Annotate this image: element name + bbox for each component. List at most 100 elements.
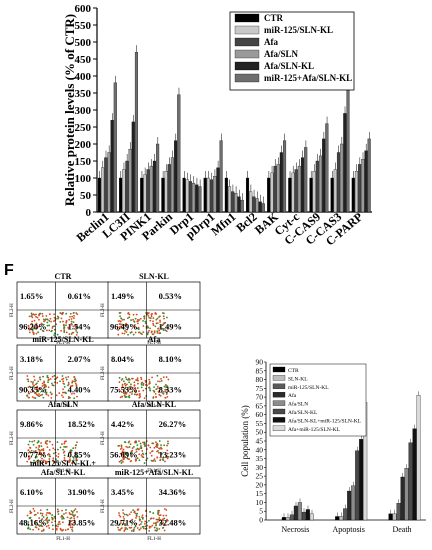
flow-x-label: FL1-H: [147, 469, 161, 474]
flow-dot: [47, 394, 50, 397]
flow-dot: [134, 331, 137, 334]
legend-label-2: miR-125/SLN-KL: [288, 385, 329, 391]
flow-dot: [144, 379, 147, 382]
flow-dot: [137, 508, 140, 511]
flow-dot: [36, 385, 39, 388]
flow-dot: [61, 515, 63, 518]
flow-dot: [27, 455, 30, 457]
flow-dot: [72, 317, 75, 319]
flow-dot: [165, 385, 168, 387]
flow-dot: [38, 393, 40, 395]
flow-dot: [75, 333, 78, 336]
flow-panel: 9.86% 18.52% 70.77% 0.85% FL2-H FL1-H: [10, 409, 110, 474]
legend-swatch: [234, 73, 260, 83]
flow-dot: [130, 452, 132, 455]
flow-dot: [38, 451, 41, 454]
y-tick-label: 250: [75, 122, 92, 134]
flow-dot: [162, 457, 165, 459]
flow-dot: [117, 528, 120, 531]
flow-dot: [33, 327, 36, 330]
flow-dot: [33, 514, 36, 516]
flow-dot: [27, 380, 30, 383]
flow-dot: [125, 331, 128, 333]
flow-dot: [72, 461, 74, 464]
flow-dot: [32, 385, 35, 388]
quadrant-value-ur: 26.27%: [159, 419, 187, 429]
flow-dot: [158, 393, 161, 396]
flow-dot: [48, 329, 51, 332]
flow-dot: [51, 384, 54, 386]
flow-dot: [166, 316, 168, 319]
flow-dot: [124, 329, 126, 332]
flow-dot: [143, 315, 145, 318]
flow-dot: [63, 441, 66, 443]
quadrant-value-ll: 90.35%: [19, 385, 47, 395]
flow-dot: [140, 447, 143, 450]
flow-dot: [130, 522, 133, 524]
flow-dot: [122, 458, 125, 461]
quadrant-value-ul: 3.18%: [20, 354, 43, 364]
flow-dot: [56, 376, 59, 379]
flow-dot: [61, 375, 64, 377]
flow-dot: [33, 375, 35, 378]
quadrant-value-ur: 8.10%: [159, 354, 182, 364]
flow-dot: [142, 319, 144, 322]
flow-dot: [162, 376, 165, 379]
flow-dot: [47, 386, 50, 389]
flow-dot: [53, 374, 56, 377]
flow-dot: [38, 314, 40, 317]
flow-dot: [40, 524, 43, 527]
quadrant-value-lr: 13.85%: [68, 518, 96, 528]
flow-dot: [72, 321, 75, 324]
flow-dot: [70, 449, 73, 452]
flow-dot: [120, 325, 122, 328]
flow-dot: [128, 316, 131, 319]
flow-dot: [73, 397, 76, 400]
flow-dot: [118, 376, 121, 379]
bar-2: [335, 516, 340, 521]
flow-dot: [155, 524, 157, 527]
flow-dot: [128, 378, 131, 381]
bar-2: [392, 513, 397, 521]
flow-dot: [136, 393, 139, 396]
flow-dot: [119, 390, 121, 392]
quadrant-value-ul: 1.49%: [111, 291, 134, 301]
legend-label-2: Afa/SLN-KL: [288, 409, 318, 416]
flow-dot: [153, 331, 156, 334]
flow-dot: [71, 392, 73, 395]
flow-dot: [134, 391, 137, 394]
flow-dot: [124, 396, 127, 399]
x-tick-label-2: Death: [392, 525, 411, 534]
flow-dot: [27, 524, 30, 527]
flow-dot: [136, 527, 139, 529]
flow-dot: [158, 440, 161, 442]
bar-2: [293, 505, 298, 521]
flow-dot: [165, 514, 168, 517]
flow-dot: [52, 459, 55, 462]
flow-dot: [142, 527, 145, 530]
flow-dot: [38, 446, 40, 448]
flow-dot: [167, 389, 169, 391]
flow-dot: [74, 514, 76, 516]
flow-dot: [125, 396, 128, 398]
y-tick-label: 600: [75, 3, 92, 15]
y-tick-label-2: 85: [256, 366, 264, 375]
flow-dot: [156, 322, 159, 325]
flow-dot: [46, 453, 49, 456]
flow-dot: [162, 458, 164, 461]
flow-dot: [51, 382, 53, 385]
flow-dot: [166, 452, 169, 455]
y-tick-label-2: 70: [256, 393, 264, 402]
flow-dot: [165, 330, 168, 333]
flow-dot: [138, 515, 141, 518]
flow-dot: [26, 375, 29, 377]
flow-dot: [50, 397, 53, 399]
flow-dot: [62, 377, 65, 380]
flow-dot: [133, 511, 136, 514]
flow-dot: [63, 327, 65, 330]
legend-label: Afa: [264, 37, 278, 47]
flow-dot: [50, 320, 52, 323]
flow-dot: [52, 447, 55, 450]
flow-dot: [126, 452, 128, 455]
flow-dot: [125, 324, 128, 327]
